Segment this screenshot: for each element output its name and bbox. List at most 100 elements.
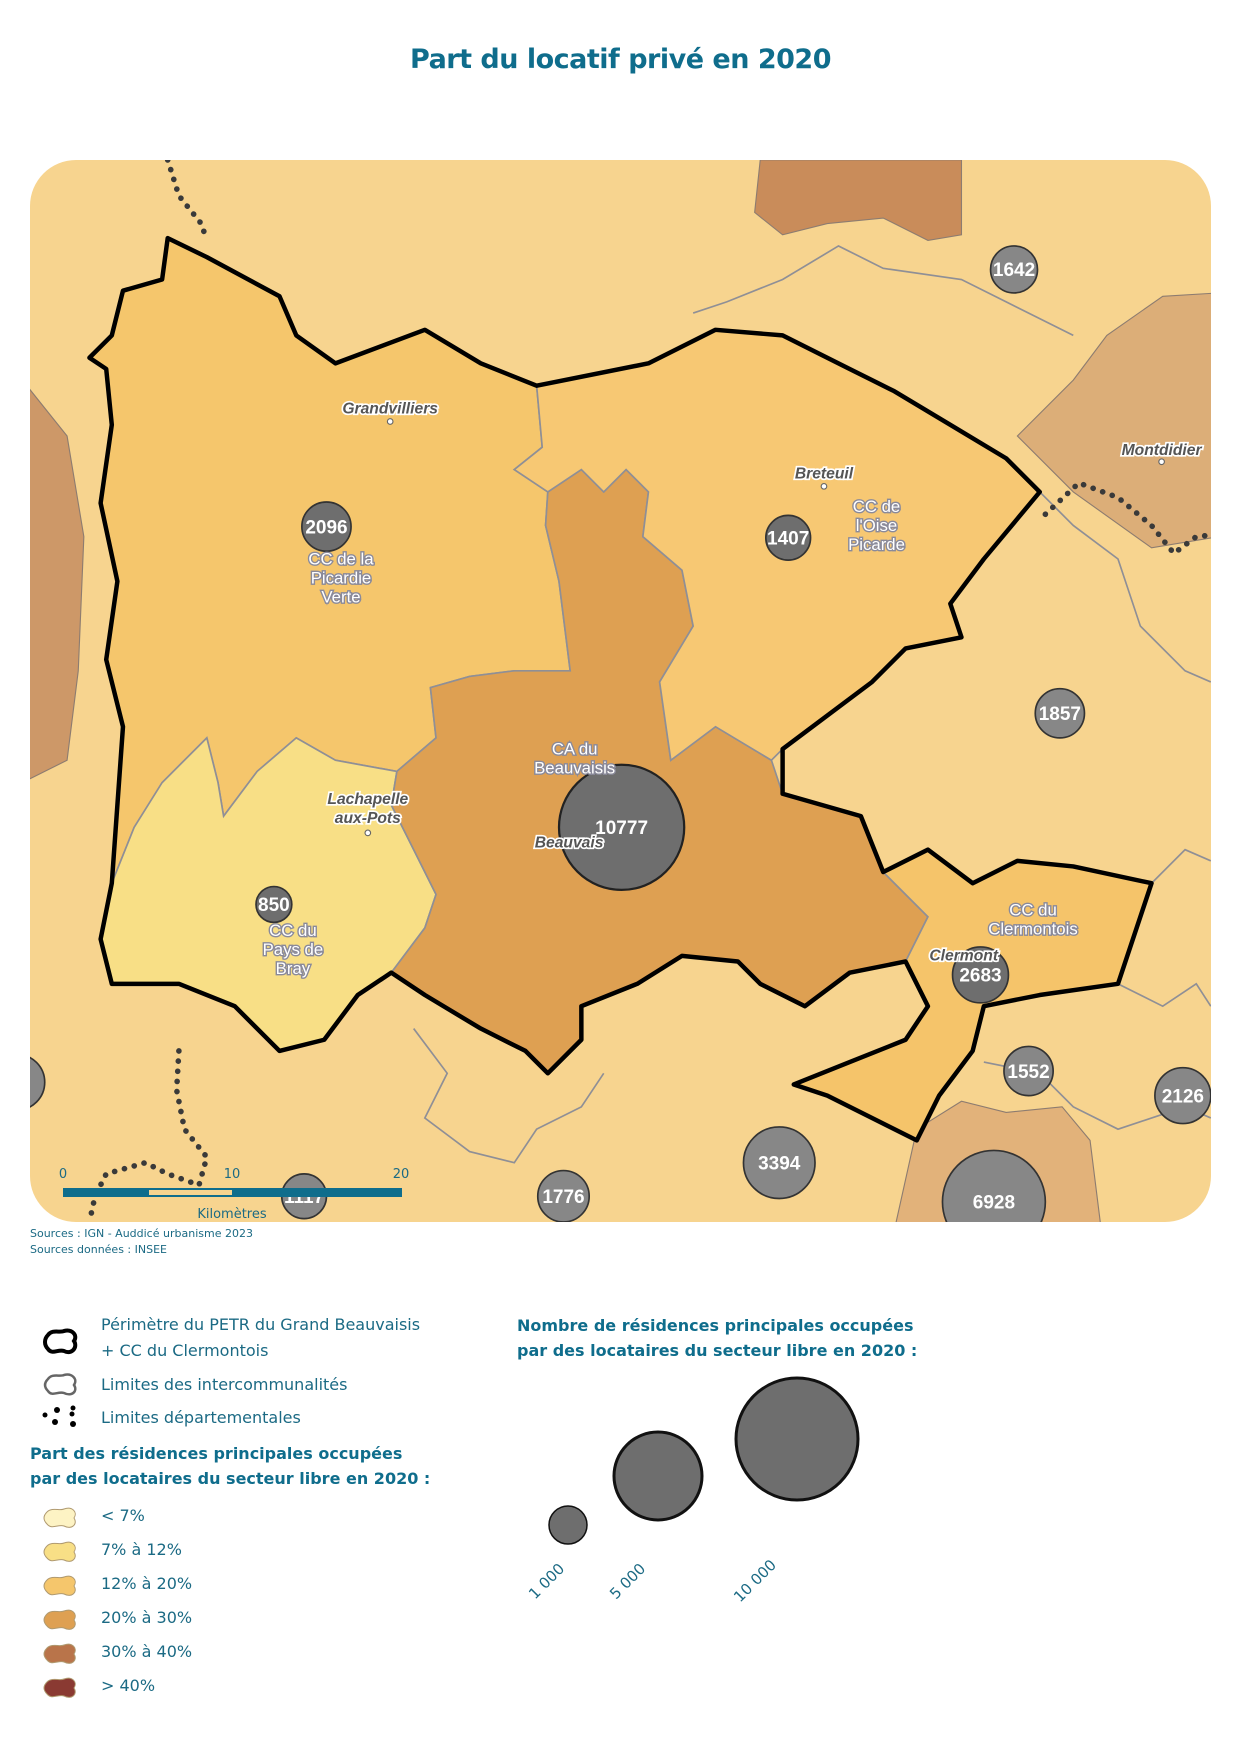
place-dot (386, 418, 394, 425)
class-label: < 7% (101, 1506, 145, 1525)
legend-share-title-2: par des locataires du secteur libre en 2… (30, 1469, 431, 1488)
map: 1642 2096 1407 1857 10777 850 2683 1552 … (30, 160, 1211, 1253)
bubble-legend: 1 000 5 000 10 000 (525, 1376, 860, 1606)
label-pays-de-bray: CC du Pays de Bray (261, 919, 324, 979)
circle-2126[interactable]: 2126 (1154, 1066, 1211, 1125)
bubble-1000 (548, 1505, 588, 1545)
circle-3394[interactable]: 3394 (742, 1126, 816, 1200)
svg-text:Picarde: Picarde (848, 535, 905, 554)
place-breteuil: Breteuil (795, 466, 854, 483)
svg-text:Verte: Verte (321, 588, 360, 607)
svg-text:Beauvaisis: Beauvaisis (534, 759, 615, 778)
svg-text:1407: 1407 (767, 528, 809, 549)
place-beauvais: Beauvais (535, 834, 604, 851)
class-label: 30% à 40% (101, 1642, 193, 1661)
svg-text:10777: 10777 (595, 818, 648, 839)
place-grandvilliers: Grandvilliers (342, 401, 438, 418)
place-lachapelle-2: aux-Pots (335, 810, 401, 827)
petr-perimeter-outline (87, 235, 1154, 1143)
intercom-boundary (412, 1028, 605, 1164)
class-swatch-icon (43, 1609, 76, 1630)
class-swatch-icon (43, 1575, 76, 1596)
label-oise-picarde: CC de l'Oise Picarde (847, 496, 907, 556)
circle-1776[interactable]: 1776 (536, 1169, 591, 1222)
circle-1552[interactable]: 1552 (1003, 1045, 1054, 1097)
svg-text:2683: 2683 (959, 966, 1001, 987)
legend-petr-label-1: Périmètre du PETR du Grand Beauvaisis (101, 1315, 421, 1334)
label-clermontois: CC du Clermontois (987, 899, 1079, 940)
map-title: Part du locatif privé en 2020 (410, 44, 831, 75)
legend-share-title: Part des résidences principales occupées… (30, 1441, 430, 1491)
svg-text:1552: 1552 (1007, 1062, 1049, 1083)
legend-count-title-2: par des locataires du secteur libre en 2… (517, 1341, 918, 1360)
intercom-boundary (1039, 491, 1211, 683)
scale-bar: 0 10 20 Kilomètres (59, 1167, 409, 1222)
legend-count-title-1: Nombre de résidences principales occupée… (517, 1316, 914, 1335)
bubble-5000 (612, 1430, 704, 1522)
legend-departement-label: Limites départementales (101, 1408, 301, 1427)
svg-text:Pays de: Pays de (263, 940, 324, 959)
circle-1857[interactable]: 1857 (1034, 687, 1086, 739)
svg-text:Clermontois: Clermontois (988, 920, 1077, 939)
svg-text:Picardie: Picardie (311, 569, 372, 588)
region-outside-north (754, 160, 963, 241)
intercom-boundary (692, 245, 1074, 337)
intercom-boundary (1150, 848, 1211, 884)
legend-intercom-label: Limites des intercommunalités (101, 1375, 348, 1394)
circle-partial-west (30, 1053, 46, 1112)
place-lachapelle: Lachapelle (327, 791, 408, 808)
class-swatch-icon (43, 1507, 76, 1528)
place-clermont: Clermont (929, 947, 998, 964)
svg-text:3394: 3394 (758, 1153, 801, 1174)
scale-unit: Kilomètres (197, 1207, 267, 1222)
circle-2096[interactable]: 2096 (301, 501, 352, 553)
svg-text:6928: 6928 (973, 1193, 1015, 1214)
sources-line-2: Sources données : INSEE (30, 1243, 167, 1256)
bubble-10000 (734, 1376, 860, 1502)
svg-text:CC du: CC du (1009, 901, 1057, 920)
petr-outline-icon (43, 1328, 78, 1354)
class-label: 20% à 30% (101, 1608, 193, 1627)
circle-1407[interactable]: 1407 (764, 514, 812, 561)
svg-text:CC de: CC de (853, 497, 901, 516)
departmental-dots-icon (42, 1405, 76, 1427)
region-outside-west (30, 378, 85, 784)
svg-text:850: 850 (258, 895, 290, 916)
class-swatch-icon (43, 1541, 76, 1562)
bubble-label-1000: 1 000 (525, 1560, 568, 1603)
svg-text:1642: 1642 (993, 260, 1035, 281)
intercom-outline-icon (43, 1373, 77, 1396)
class-label: > 40% (101, 1676, 156, 1695)
sources-line-1: Sources : IGN - Auddicé urbanisme 2023 (30, 1227, 253, 1240)
svg-text:CC de la: CC de la (308, 550, 374, 569)
circle-2683[interactable]: 2683 (951, 946, 1010, 1004)
scale-tick-20: 20 (393, 1167, 410, 1182)
scale-tick-10: 10 (224, 1167, 241, 1182)
svg-text:2126: 2126 (1162, 1086, 1204, 1107)
intercom-boundary (1117, 982, 1211, 1008)
circle-850[interactable]: 850 (255, 885, 293, 924)
svg-text:1857: 1857 (1039, 704, 1081, 725)
circle-6928[interactable]: 6928 (941, 1149, 1047, 1253)
scale-tick-0: 0 (59, 1167, 67, 1182)
svg-text:1776: 1776 (542, 1187, 584, 1208)
legend-count-title: Nombre de résidences principales occupée… (517, 1313, 917, 1363)
label-picardie-verte: CC de la Picardie Verte (307, 548, 376, 608)
departmental-boundary (86, 160, 1211, 1222)
legend-petr-label-2: + CC du Clermontois (101, 1341, 269, 1360)
svg-text:2096: 2096 (305, 517, 347, 538)
legend-share-title-1: Part des résidences principales occupées (30, 1444, 403, 1463)
svg-text:l'Oise: l'Oise (856, 516, 897, 535)
label-beauvaisis: CA du Beauvaisis (533, 738, 617, 779)
place-dot (364, 829, 372, 837)
bubble-label-5000: 5 000 (606, 1560, 649, 1603)
class-label: 7% à 12% (101, 1540, 182, 1559)
proportional-circles: 1642 2096 1407 1857 10777 850 2683 1552 … (30, 245, 1211, 1253)
circle-10777[interactable]: 10777 (557, 763, 686, 892)
place-dot (820, 482, 828, 490)
svg-text:CA du: CA du (552, 740, 598, 759)
bubble-label-10000: 10 000 (730, 1556, 780, 1606)
circle-1642[interactable]: 1642 (989, 245, 1039, 294)
class-label: 12% à 20% (101, 1574, 193, 1593)
class-swatch-icon (43, 1677, 76, 1698)
